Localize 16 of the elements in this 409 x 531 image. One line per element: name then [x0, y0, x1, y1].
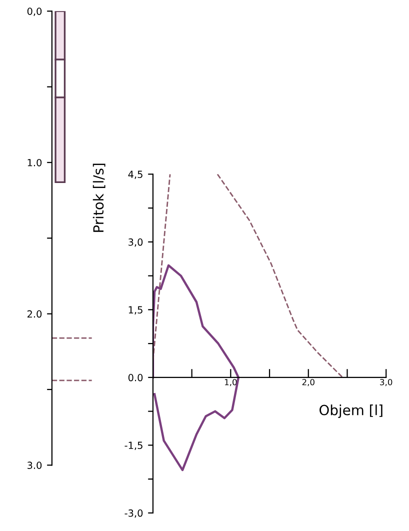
y-tick-label: 3,0 — [128, 238, 143, 247]
x-tick-label: 2,0 — [302, 378, 314, 386]
x-axis-title: Objem [l] — [320, 404, 382, 418]
y-tick-label: -3,0 — [124, 509, 143, 518]
y-tick-label: 0,0 — [27, 8, 42, 16]
y-tick-label: -1,5 — [124, 442, 142, 450]
line-series — [152, 264, 240, 472]
y-axis-title: Pritok [l/s] — [92, 164, 106, 232]
y-tick-label: 4,5 — [128, 170, 142, 179]
line-series — [216, 174, 344, 378]
y-tick-label: 2.0 — [27, 310, 42, 318]
y-tick-label: 1,5 — [128, 306, 142, 315]
y-tick-label: 0.0 — [128, 374, 143, 382]
y-tick-label: 1.0 — [28, 158, 42, 166]
y-tick-label: 3.0 — [28, 462, 42, 469]
x-tick-label: 3,0 — [380, 378, 392, 386]
